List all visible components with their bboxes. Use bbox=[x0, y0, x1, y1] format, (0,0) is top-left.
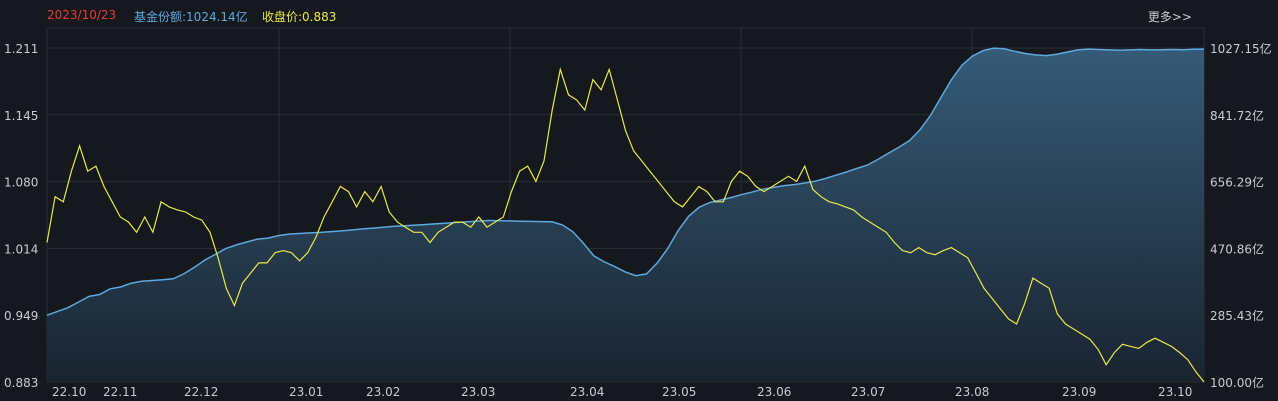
x-axis-tick: 23.01 bbox=[289, 385, 323, 399]
left-axis-tick: 1.211 bbox=[4, 42, 38, 56]
left-axis-tick: 1.145 bbox=[4, 109, 38, 123]
fund-share-label: 基金份额:1024.14亿 bbox=[134, 10, 248, 24]
x-axis-tick: 22.10 bbox=[52, 385, 86, 399]
left-axis-tick: 0.949 bbox=[4, 309, 38, 323]
left-axis-tick: 1.080 bbox=[4, 176, 38, 190]
x-axis-tick: 22.11 bbox=[103, 385, 137, 399]
right-axis-tick: 285.43亿 bbox=[1210, 308, 1264, 323]
date-label: 2023/10/23 bbox=[47, 8, 117, 22]
right-axis-tick: 100.00亿 bbox=[1210, 375, 1264, 390]
x-axis-tick: 23.04 bbox=[570, 385, 604, 399]
x-axis-tick: 23.09 bbox=[1062, 385, 1096, 399]
right-axis-tick: 470.86亿 bbox=[1210, 241, 1264, 256]
fund-share-line bbox=[46, 47, 1205, 316]
x-axis-tick: 23.02 bbox=[366, 385, 400, 399]
x-axis-tick: 23.08 bbox=[955, 385, 989, 399]
fund-share-area bbox=[47, 48, 1204, 382]
left-axis-tick: 1.014 bbox=[4, 242, 38, 256]
x-axis-tick: 22.12 bbox=[184, 385, 218, 399]
x-axis-tick: 23.03 bbox=[461, 385, 495, 399]
x-axis-tick: 23.06 bbox=[757, 385, 791, 399]
x-axis-tick: 23.07 bbox=[851, 385, 885, 399]
more-link[interactable]: 更多>> bbox=[1147, 10, 1192, 24]
right-axis-tick: 841.72亿 bbox=[1210, 108, 1264, 123]
right-axis-tick: 656.29亿 bbox=[1210, 175, 1264, 190]
x-axis-tick: 23.10 bbox=[1158, 385, 1192, 399]
close-price-label: 收盘价:0.883 bbox=[262, 10, 337, 24]
left-axis-tick: 0.883 bbox=[4, 376, 38, 390]
x-axis-tick: 23.05 bbox=[662, 385, 696, 399]
right-axis-tick: 1027.15亿 bbox=[1210, 41, 1272, 56]
close-price-line bbox=[46, 67, 1205, 383]
chart-header: 2023/10/23 基金份额:1024.14亿 收盘价:0.883 更多>> bbox=[0, 0, 1278, 28]
